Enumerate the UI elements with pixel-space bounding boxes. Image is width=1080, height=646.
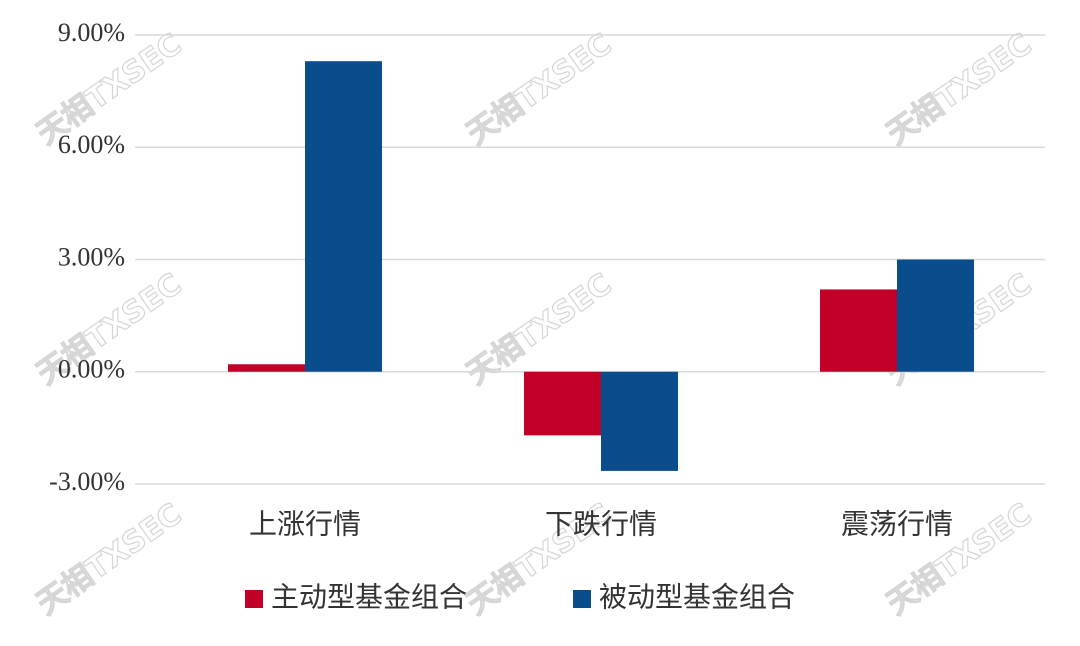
legend-label: 被动型基金组合 bbox=[599, 581, 795, 613]
x-tick-label: 下跌行情 bbox=[545, 508, 657, 540]
y-tick-label: 9.00% bbox=[58, 18, 125, 47]
bar bbox=[897, 259, 974, 372]
y-tick-label: 3.00% bbox=[58, 242, 125, 271]
y-tick-label: -3.00% bbox=[49, 467, 125, 496]
watermark: 天相TXSEC bbox=[461, 27, 618, 152]
watermark: 天相TXSEC bbox=[881, 27, 1038, 152]
bar bbox=[601, 371, 678, 471]
legend-swatch bbox=[245, 590, 263, 608]
bar bbox=[228, 364, 305, 372]
bar bbox=[524, 371, 601, 436]
x-tick-label: 上涨行情 bbox=[249, 508, 361, 540]
y-tick-label: 0.00% bbox=[58, 355, 125, 384]
legend-label: 主动型基金组合 bbox=[271, 581, 467, 613]
bar bbox=[820, 289, 897, 372]
legend-swatch bbox=[573, 590, 591, 608]
x-tick-label: 震荡行情 bbox=[841, 508, 953, 540]
y-tick-label: 6.00% bbox=[58, 130, 125, 159]
watermark: 天相TXSEC bbox=[31, 497, 188, 622]
bar bbox=[305, 61, 382, 372]
